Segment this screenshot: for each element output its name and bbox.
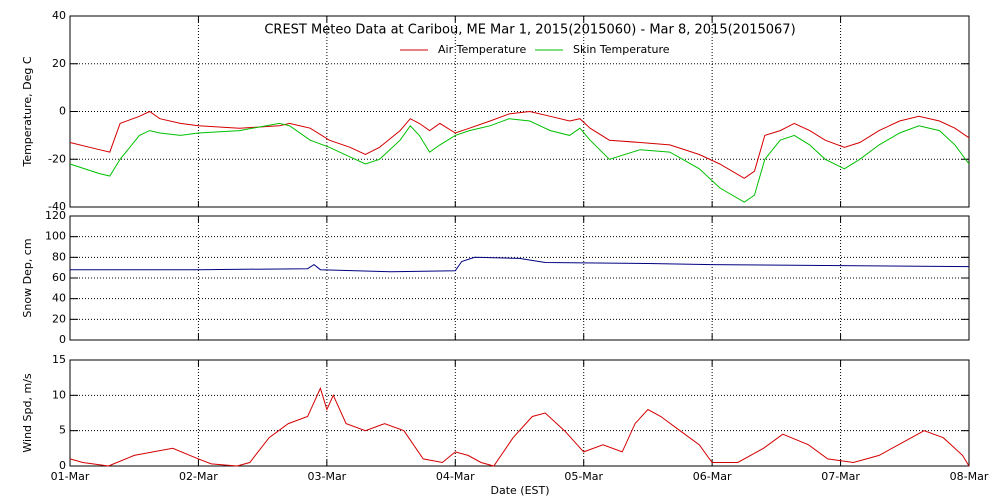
plot-frame — [69, 359, 970, 467]
y-tick-label: 60 — [52, 271, 66, 284]
x-axis-label: Date (EST) — [490, 484, 549, 497]
y-tick-label: 5 — [59, 424, 66, 437]
x-tick-label: 08-Mar — [950, 470, 989, 483]
x-tick-label: 02-Mar — [179, 470, 218, 483]
y-tick-label: 0 — [59, 333, 66, 346]
data-line — [70, 256, 970, 273]
x-tick-label: 06-Mar — [693, 470, 732, 483]
y-tick-label: 20 — [52, 312, 66, 325]
y-tick-label: -40 — [48, 200, 66, 213]
y-tick-label: 80 — [52, 250, 66, 263]
y-tick-label: 40 — [52, 9, 66, 22]
y-tick-label: -20 — [48, 152, 66, 165]
chart-title: CREST Meteo Data at Caribou, ME Mar 1, 2… — [264, 23, 795, 38]
x-tick-label: 03-Mar — [307, 470, 346, 483]
y-tick-label: 0 — [59, 105, 66, 118]
data-line — [69, 386, 970, 467]
y-tick-label: 100 — [45, 230, 66, 243]
x-tick-label: 07-Mar — [821, 470, 860, 483]
y-axis-label: Temperature, Deg C — [21, 56, 34, 167]
y-axis-label: Wind Spd, m/s — [21, 373, 34, 453]
x-tick-label: 04-Mar — [436, 470, 475, 483]
plot-frame — [69, 215, 970, 341]
y-tick-label: 15 — [52, 353, 66, 366]
x-tick-label: 05-Mar — [564, 470, 603, 483]
y-axis-label: Snow Dep, cm — [21, 238, 34, 317]
y-tick-label: 20 — [52, 57, 66, 70]
y-tick-label: 40 — [52, 292, 66, 305]
data-line — [69, 110, 970, 179]
y-tick-label: 10 — [52, 388, 66, 401]
data-line — [69, 118, 970, 203]
legend-label: Skin Temperature — [573, 43, 670, 56]
legend-label: Air Temperature — [438, 43, 527, 56]
y-tick-label: 0 — [59, 459, 66, 472]
x-tick-label: 01-Mar — [51, 470, 90, 483]
plot-frame — [69, 15, 970, 208]
y-tick-label: 120 — [45, 209, 66, 222]
